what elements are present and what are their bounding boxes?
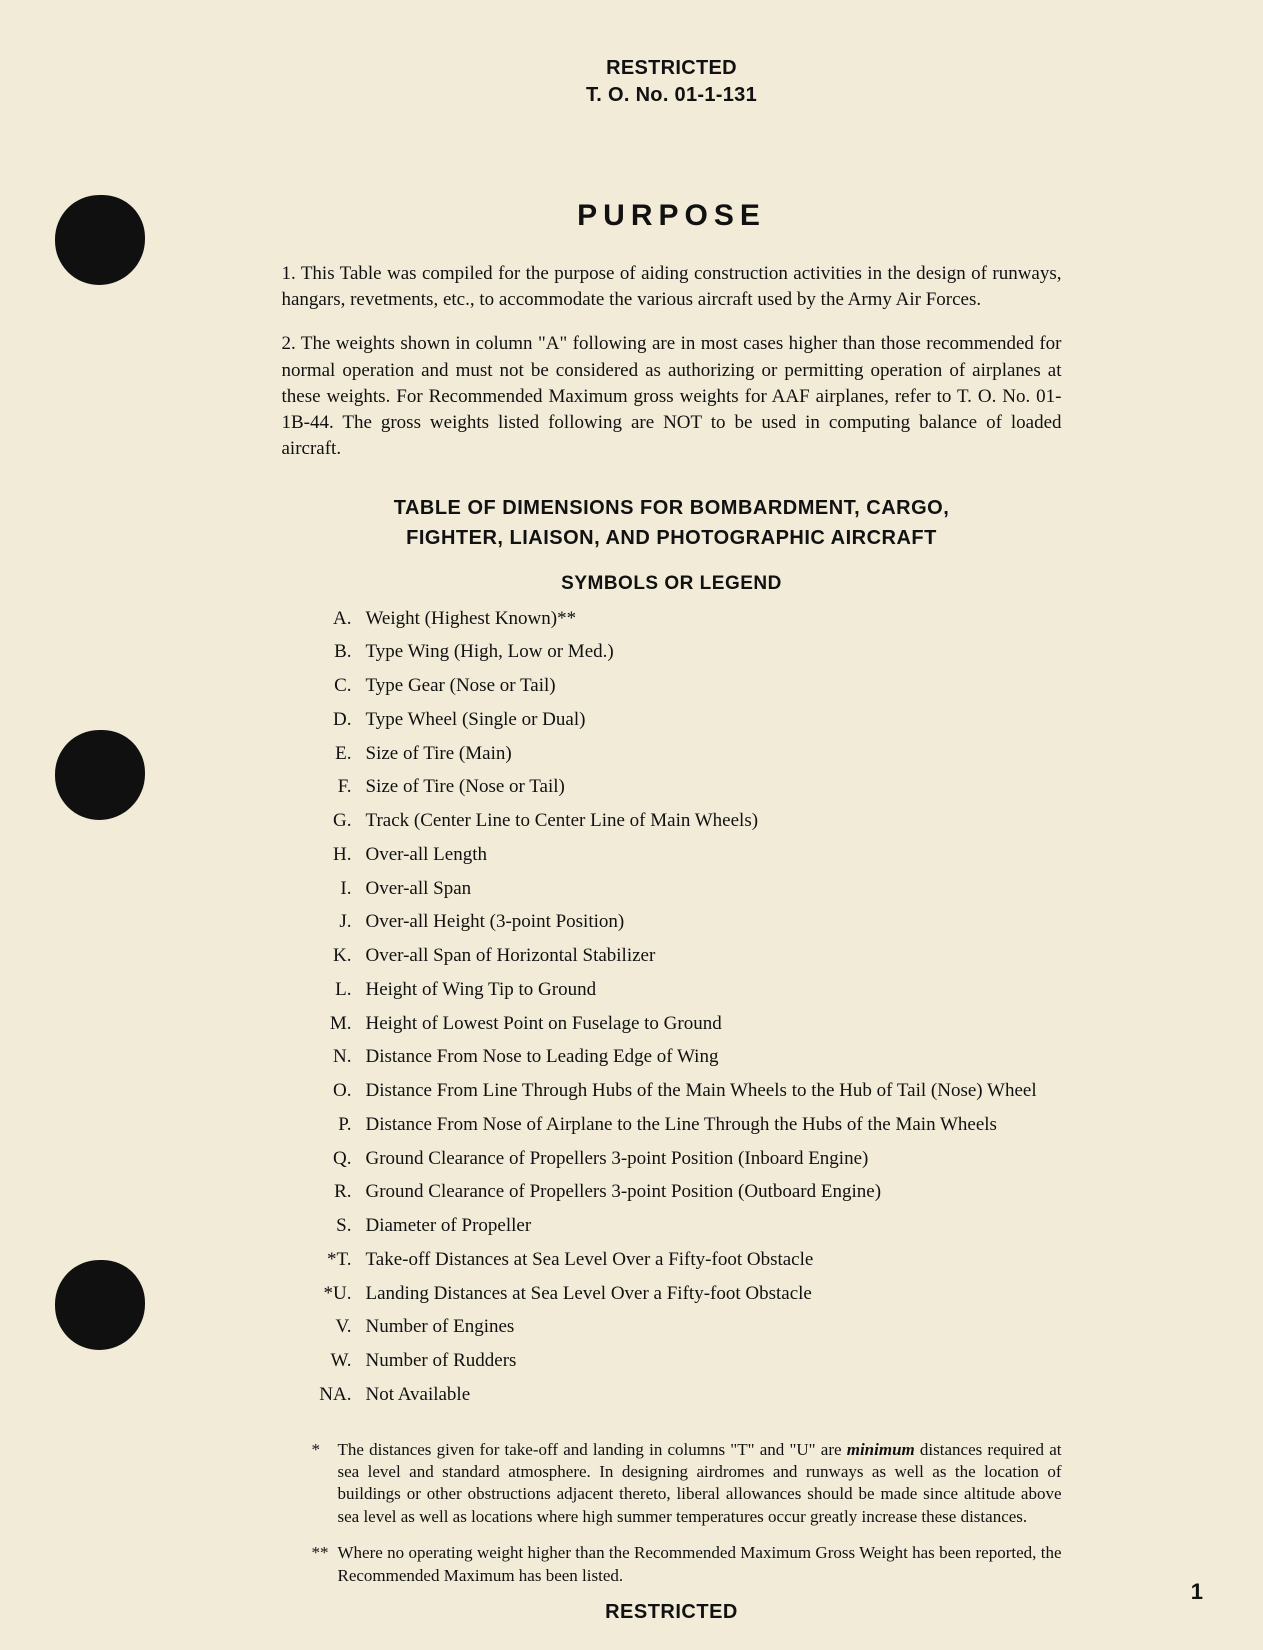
legend-item: I.Over-all Span: [312, 877, 1062, 901]
legend-symbol: *U.: [312, 1282, 366, 1306]
legend-description: Diameter of Propeller: [366, 1214, 1062, 1238]
legend-description: Take-off Distances at Sea Level Over a F…: [366, 1248, 1062, 1272]
hole-punch-icon: [55, 195, 145, 285]
legend-description: Over-all Span of Horizontal Stabilizer: [366, 944, 1062, 968]
legend-item: W.Number of Rudders: [312, 1349, 1062, 1373]
legend-symbol: N.: [312, 1045, 366, 1069]
legend-description: Height of Wing Tip to Ground: [366, 978, 1062, 1002]
footnote-mark: *: [312, 1439, 338, 1461]
legend-title: SYMBOLS OR LEGEND: [282, 573, 1062, 595]
legend-item: K.Over-all Span of Horizontal Stabilizer: [312, 944, 1062, 968]
legend-item: N.Distance From Nose to Leading Edge of …: [312, 1045, 1062, 1069]
legend-description: Over-all Length: [366, 843, 1062, 867]
legend-description: Size of Tire (Main): [366, 742, 1062, 766]
legend-description: Type Wing (High, Low or Med.): [366, 640, 1062, 664]
legend-symbol: J.: [312, 910, 366, 934]
legend-item: E.Size of Tire (Main): [312, 742, 1062, 766]
legend-description: Over-all Height (3-point Position): [366, 910, 1062, 934]
footnote-text: Where no operating weight higher than th…: [338, 1542, 1062, 1587]
legend-symbol: D.: [312, 708, 366, 732]
legend-list: A.Weight (Highest Known)**B.Type Wing (H…: [312, 607, 1062, 1407]
classification-label: RESTRICTED: [200, 55, 1143, 82]
legend-symbol: Q.: [312, 1147, 366, 1171]
legend-symbol: E.: [312, 742, 366, 766]
legend-item: O.Distance From Line Through Hubs of the…: [312, 1079, 1062, 1103]
footnote: *The distances given for take-off and la…: [312, 1439, 1062, 1529]
legend-item: *U.Landing Distances at Sea Level Over a…: [312, 1282, 1062, 1306]
legend-description: Distance From Line Through Hubs of the M…: [366, 1079, 1062, 1103]
legend-item: NA.Not Available: [312, 1383, 1062, 1407]
legend-description: Size of Tire (Nose or Tail): [366, 775, 1062, 799]
legend-item: M.Height of Lowest Point on Fuselage to …: [312, 1012, 1062, 1036]
legend-item: L.Height of Wing Tip to Ground: [312, 978, 1062, 1002]
legend-description: Over-all Span: [366, 877, 1062, 901]
legend-symbol: W.: [312, 1349, 366, 1373]
legend-symbol: H.: [312, 843, 366, 867]
legend-symbol: V.: [312, 1315, 366, 1339]
hole-punch-icon: [55, 1260, 145, 1350]
legend-symbol: O.: [312, 1079, 366, 1103]
legend-item: Q.Ground Clearance of Propellers 3-point…: [312, 1147, 1062, 1171]
footnote-mark: **: [312, 1542, 338, 1564]
legend-item: C.Type Gear (Nose or Tail): [312, 674, 1062, 698]
legend-description: Type Gear (Nose or Tail): [366, 674, 1062, 698]
document-number: T. O. No. 01-1-131: [200, 82, 1143, 109]
legend-item: R.Ground Clearance of Propellers 3-point…: [312, 1180, 1062, 1204]
legend-description: Track (Center Line to Center Line of Mai…: [366, 809, 1062, 833]
legend-symbol: C.: [312, 674, 366, 698]
legend-item: D.Type Wheel (Single or Dual): [312, 708, 1062, 732]
legend-description: Not Available: [366, 1383, 1062, 1407]
legend-symbol: NA.: [312, 1383, 366, 1407]
footnotes: *The distances given for take-off and la…: [312, 1439, 1062, 1588]
hole-punch-icon: [55, 730, 145, 820]
legend-item: S.Diameter of Propeller: [312, 1214, 1062, 1238]
legend-description: Number of Rudders: [366, 1349, 1062, 1373]
legend-symbol: *T.: [312, 1248, 366, 1272]
legend-description: Ground Clearance of Propellers 3-point P…: [366, 1180, 1062, 1204]
legend-description: Distance From Nose of Airplane to the Li…: [366, 1113, 1062, 1137]
legend-symbol: S.: [312, 1214, 366, 1238]
legend-symbol: R.: [312, 1180, 366, 1204]
legend-symbol: B.: [312, 640, 366, 664]
document-page: RESTRICTED T. O. No. 01-1-131 PURPOSE 1.…: [0, 0, 1263, 1650]
legend-symbol: G.: [312, 809, 366, 833]
legend-symbol: A.: [312, 607, 366, 631]
content-area: PURPOSE 1. This Table was compiled for t…: [282, 199, 1062, 1624]
legend-symbol: F.: [312, 775, 366, 799]
paragraph-2: 2. The weights shown in column "A" follo…: [282, 331, 1062, 462]
legend-description: Number of Engines: [366, 1315, 1062, 1339]
legend-item: J.Over-all Height (3-point Position): [312, 910, 1062, 934]
page-number: 1: [1191, 1579, 1203, 1605]
legend-description: Weight (Highest Known)**: [366, 607, 1062, 631]
page-title: PURPOSE: [282, 199, 1062, 233]
paragraph-1: 1. This Table was compiled for the purpo…: [282, 261, 1062, 313]
document-header: RESTRICTED T. O. No. 01-1-131: [200, 55, 1143, 109]
legend-description: Distance From Nose to Leading Edge of Wi…: [366, 1045, 1062, 1069]
legend-item: F.Size of Tire (Nose or Tail): [312, 775, 1062, 799]
footnote: **Where no operating weight higher than …: [312, 1542, 1062, 1587]
legend-description: Height of Lowest Point on Fuselage to Gr…: [366, 1012, 1062, 1036]
legend-item: *T.Take-off Distances at Sea Level Over …: [312, 1248, 1062, 1272]
table-title: TABLE OF DIMENSIONS FOR BOMBARDMENT, CAR…: [362, 493, 982, 553]
legend-symbol: L.: [312, 978, 366, 1002]
legend-item: G.Track (Center Line to Center Line of M…: [312, 809, 1062, 833]
footnote-text: The distances given for take-off and lan…: [338, 1439, 1062, 1529]
legend-item: B.Type Wing (High, Low or Med.): [312, 640, 1062, 664]
legend-description: Landing Distances at Sea Level Over a Fi…: [366, 1282, 1062, 1306]
legend-description: Type Wheel (Single or Dual): [366, 708, 1062, 732]
legend-item: H.Over-all Length: [312, 843, 1062, 867]
legend-item: A.Weight (Highest Known)**: [312, 607, 1062, 631]
legend-item: P.Distance From Nose of Airplane to the …: [312, 1113, 1062, 1137]
legend-item: V.Number of Engines: [312, 1315, 1062, 1339]
legend-symbol: M.: [312, 1012, 366, 1036]
legend-symbol: I.: [312, 877, 366, 901]
footer-classification: RESTRICTED: [282, 1601, 1062, 1624]
legend-symbol: P.: [312, 1113, 366, 1137]
legend-description: Ground Clearance of Propellers 3-point P…: [366, 1147, 1062, 1171]
legend-symbol: K.: [312, 944, 366, 968]
